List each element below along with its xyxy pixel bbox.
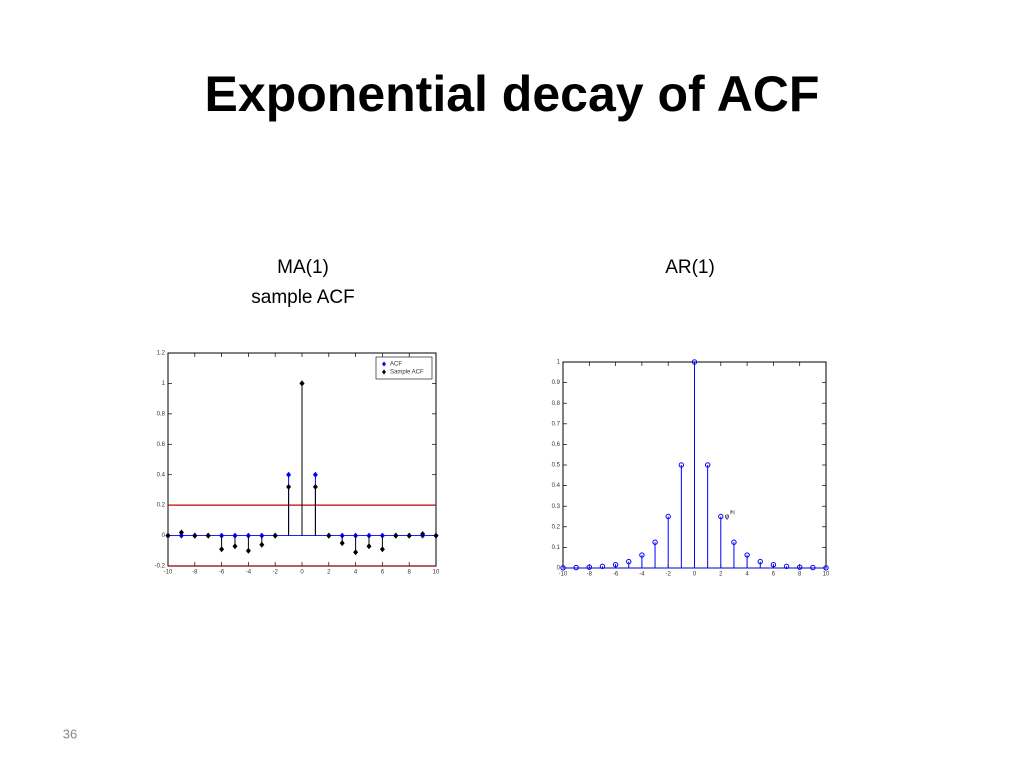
x-tick-label: -10 xyxy=(164,570,173,576)
marker xyxy=(165,532,171,539)
annotation: φ xyxy=(725,513,730,520)
marker xyxy=(312,483,318,490)
y-tick-label: 0.2 xyxy=(157,503,166,509)
marker xyxy=(586,564,592,570)
marker xyxy=(259,541,265,548)
marker xyxy=(744,552,750,558)
marker xyxy=(312,471,318,478)
chart-subtitle: sample ACF xyxy=(251,287,354,308)
y-tick-label: 0.4 xyxy=(157,472,166,478)
marker xyxy=(639,552,645,558)
marker xyxy=(339,540,345,547)
x-tick-label: 2 xyxy=(327,570,331,576)
marker xyxy=(731,539,737,545)
y-tick-label: 0.4 xyxy=(552,483,561,489)
x-tick-label: 0 xyxy=(300,570,304,576)
y-tick-label: 0.9 xyxy=(552,380,561,386)
marker xyxy=(393,532,399,539)
marker xyxy=(573,564,579,571)
marker xyxy=(245,547,251,554)
marker xyxy=(823,565,829,571)
slide-title: Exponential decay of ACF xyxy=(205,66,820,122)
x-tick-label: 2 xyxy=(719,572,723,578)
y-tick-label: 0.6 xyxy=(552,442,561,448)
chart-title: AR(1) xyxy=(665,257,715,278)
marker xyxy=(299,380,305,387)
x-tick-label: 4 xyxy=(354,570,358,576)
y-tick-label: 0.6 xyxy=(157,442,166,448)
marker xyxy=(353,549,359,556)
marker xyxy=(718,513,724,520)
marker xyxy=(286,483,292,490)
marker xyxy=(757,558,763,565)
x-tick-label: -8 xyxy=(587,572,593,578)
x-tick-label: -6 xyxy=(613,572,619,578)
legend-label: ACF xyxy=(390,362,402,368)
marker xyxy=(797,564,803,570)
marker xyxy=(326,532,332,539)
x-tick-label: -8 xyxy=(192,570,198,576)
marker xyxy=(379,546,385,553)
marker xyxy=(560,565,566,571)
marker xyxy=(272,532,278,539)
legend-marker xyxy=(382,361,386,367)
marker xyxy=(420,531,426,538)
y-tick-label: 0 xyxy=(162,533,166,539)
x-tick-label: -2 xyxy=(273,570,279,576)
marker xyxy=(205,532,211,539)
x-tick-label: -10 xyxy=(559,572,568,578)
marker xyxy=(626,558,632,565)
marker xyxy=(599,563,606,570)
legend-box xyxy=(375,356,433,380)
y-tick-label: -0.2 xyxy=(155,564,166,570)
x-tick-label: -2 xyxy=(666,572,672,578)
marker xyxy=(770,562,777,568)
x-tick-label: 0 xyxy=(693,572,697,578)
legend-label: Sample ACF xyxy=(390,370,424,376)
marker xyxy=(652,539,658,545)
marker xyxy=(665,513,671,520)
y-tick-label: 1.2 xyxy=(157,351,166,357)
marker xyxy=(691,359,698,365)
x-tick-label: -4 xyxy=(246,570,252,576)
x-tick-label: 10 xyxy=(823,572,830,578)
x-tick-label: 4 xyxy=(745,572,749,578)
y-tick-label: 0.7 xyxy=(552,421,561,427)
marker xyxy=(366,543,372,550)
marker xyxy=(286,471,292,478)
marker xyxy=(612,562,619,568)
y-tick-label: 1 xyxy=(557,360,561,366)
y-tick-label: 0.5 xyxy=(552,463,561,469)
y-tick-label: 0.3 xyxy=(552,504,561,510)
legend-marker xyxy=(382,369,386,375)
marker xyxy=(178,529,184,536)
y-tick-label: 0 xyxy=(557,566,561,572)
y-tick-label: 0.2 xyxy=(552,524,561,530)
x-tick-label: -6 xyxy=(219,570,225,576)
y-tick-label: 0.1 xyxy=(552,545,561,551)
marker xyxy=(433,532,439,539)
x-tick-label: 8 xyxy=(408,570,412,576)
x-tick-label: 6 xyxy=(381,570,385,576)
y-tick-label: 0.8 xyxy=(552,401,561,407)
marker xyxy=(783,563,790,570)
x-tick-label: 6 xyxy=(772,572,776,578)
marker xyxy=(810,564,816,571)
annotation-superscript: |h| xyxy=(730,510,735,515)
x-tick-label: 8 xyxy=(798,572,802,578)
marker xyxy=(192,532,198,539)
marker xyxy=(219,546,225,553)
x-tick-label: 10 xyxy=(433,570,440,576)
marker xyxy=(704,462,711,468)
marker xyxy=(406,532,412,539)
x-tick-label: -4 xyxy=(639,572,645,578)
y-tick-label: 0.8 xyxy=(157,411,166,417)
marker xyxy=(232,543,238,550)
chart-title: MA(1) xyxy=(277,257,329,278)
y-tick-label: 1 xyxy=(162,381,166,387)
marker xyxy=(678,462,685,468)
page-number: 36 xyxy=(63,726,77,741)
